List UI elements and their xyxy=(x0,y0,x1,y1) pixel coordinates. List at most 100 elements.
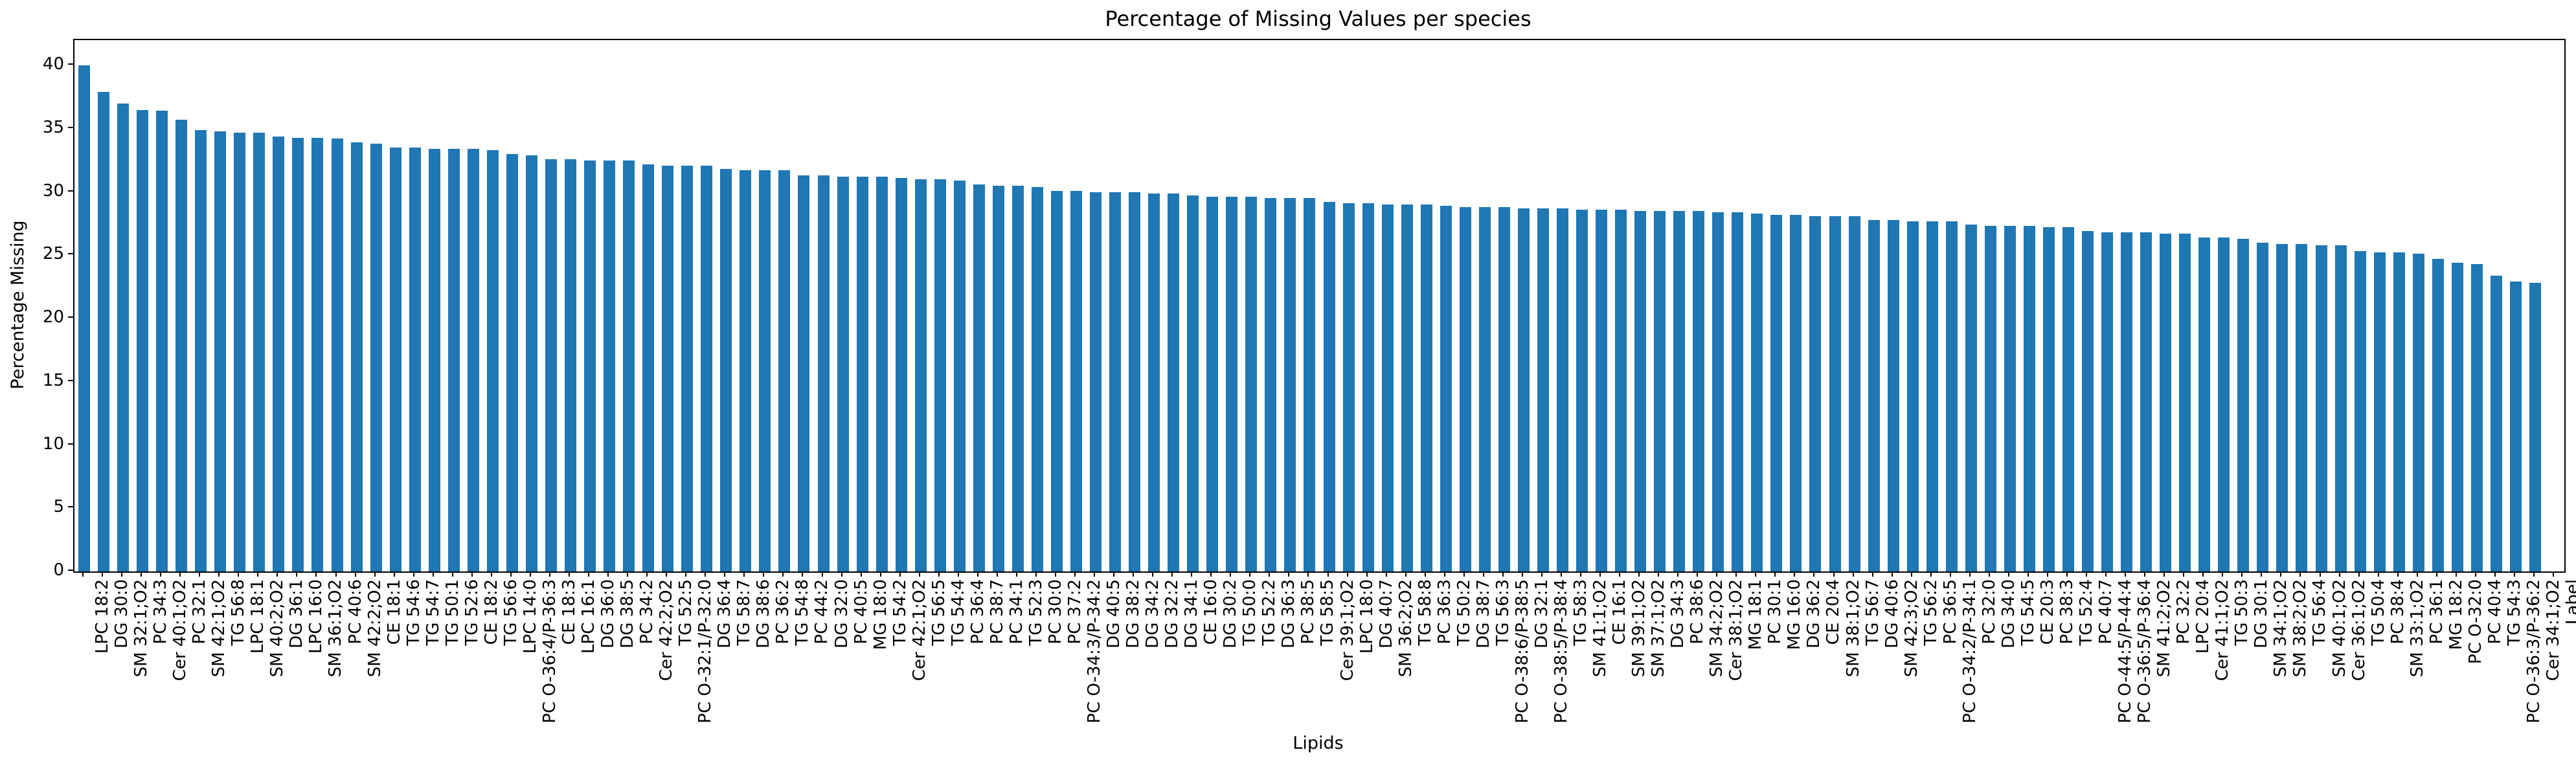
bar xyxy=(2062,227,2074,571)
x-tick-mark xyxy=(121,571,122,577)
bar xyxy=(1460,207,1471,571)
plot-area xyxy=(73,39,2566,573)
x-tick-mark xyxy=(1561,571,1562,577)
bar xyxy=(818,175,830,571)
bar xyxy=(604,160,615,571)
bar xyxy=(1926,221,1938,571)
bar xyxy=(545,159,557,571)
bar xyxy=(234,133,245,571)
bar xyxy=(1206,197,1218,571)
bar xyxy=(2082,231,2094,571)
x-tick-mark xyxy=(997,571,998,577)
x-tick-mark xyxy=(1463,571,1465,577)
x-tick-mark xyxy=(2417,571,2418,577)
x-tick-mark xyxy=(1522,571,1523,577)
x-tick-mark xyxy=(958,571,959,577)
bar xyxy=(1129,192,1140,571)
x-tick-mark xyxy=(763,571,764,577)
bar xyxy=(1596,210,1607,571)
x-tick-mark xyxy=(491,571,492,577)
bar xyxy=(2296,244,2307,571)
bar xyxy=(837,177,849,571)
x-tick-mark xyxy=(2125,571,2126,577)
x-tick-mark xyxy=(782,571,784,577)
x-tick-mark xyxy=(2339,571,2340,577)
bar xyxy=(798,175,809,571)
x-tick-mark xyxy=(218,571,220,577)
x-tick-mark xyxy=(1619,571,1620,577)
bar xyxy=(1518,208,1530,571)
bar xyxy=(1537,208,1549,571)
x-tick-mark xyxy=(822,571,823,577)
y-tick-label: 40 xyxy=(42,54,64,74)
y-tick-label: 35 xyxy=(42,117,64,137)
x-tick-mark xyxy=(2299,571,2301,577)
bar xyxy=(662,166,673,571)
x-tick-mark xyxy=(743,571,745,577)
x-tick-mark xyxy=(861,571,862,577)
bar xyxy=(720,169,732,571)
bar xyxy=(1051,191,1063,571)
bar xyxy=(2276,244,2288,571)
bar xyxy=(2004,226,2016,571)
x-tick-mark xyxy=(315,571,317,577)
x-tick-mark xyxy=(1094,571,1095,577)
x-tick-mark xyxy=(1813,571,1814,577)
bar xyxy=(2140,232,2152,571)
bar xyxy=(98,92,109,571)
bar xyxy=(1790,215,1802,571)
bar xyxy=(1421,205,1432,571)
bar xyxy=(1673,211,1685,571)
x-tick-mark xyxy=(2144,571,2145,577)
bar xyxy=(332,138,343,571)
bar xyxy=(1654,211,1666,571)
bar xyxy=(2121,232,2132,571)
x-tick-mark xyxy=(257,571,258,577)
bar xyxy=(526,155,537,571)
x-tick-mark xyxy=(1366,571,1368,577)
x-tick-mark xyxy=(1133,571,1134,577)
bar xyxy=(1732,212,1743,571)
y-tick-mark xyxy=(68,253,73,255)
x-tick-mark xyxy=(685,571,686,577)
bar xyxy=(1634,211,1646,571)
x-tick-mark xyxy=(1171,571,1173,577)
y-tick-label: 0 xyxy=(53,560,64,580)
x-tick-mark xyxy=(1386,571,1387,577)
x-tick-mark xyxy=(1735,571,1737,577)
x-tick-mark xyxy=(413,571,414,577)
bar xyxy=(565,159,576,571)
chart-title: Percentage of Missing Values per species xyxy=(1105,6,1531,31)
bar xyxy=(2529,283,2541,571)
x-tick-mark xyxy=(1541,571,1542,577)
x-tick-mark xyxy=(199,571,200,577)
x-tick-mark xyxy=(1113,571,1114,577)
x-tick-mark xyxy=(2183,571,2184,577)
x-tick-mark xyxy=(277,571,278,577)
x-tick-mark xyxy=(2028,571,2029,577)
bar xyxy=(2101,232,2113,571)
x-tick-mark xyxy=(2320,571,2321,577)
x-tick-mark xyxy=(1249,571,1250,577)
bar xyxy=(915,179,927,571)
x-tick-mark xyxy=(2241,571,2243,577)
x-tick-mark xyxy=(2280,571,2281,577)
bar xyxy=(1946,221,1958,571)
x-tick-mark xyxy=(1191,571,1192,577)
x-tick-mark xyxy=(1328,571,1329,577)
bar xyxy=(370,144,382,571)
bar xyxy=(876,177,888,571)
x-tick-mark xyxy=(1307,571,1309,577)
x-tick-mark xyxy=(1347,571,1348,577)
bar xyxy=(778,170,790,571)
x-tick-mark xyxy=(977,571,978,577)
x-tick-mark xyxy=(1016,571,1017,577)
x-tick-mark xyxy=(2553,571,2554,577)
bar xyxy=(506,154,518,571)
x-tick-mark xyxy=(2358,571,2360,577)
bar xyxy=(1401,205,1413,571)
x-tick-mark xyxy=(1969,571,1971,577)
bar xyxy=(1693,211,1704,571)
bar xyxy=(1226,197,1237,571)
